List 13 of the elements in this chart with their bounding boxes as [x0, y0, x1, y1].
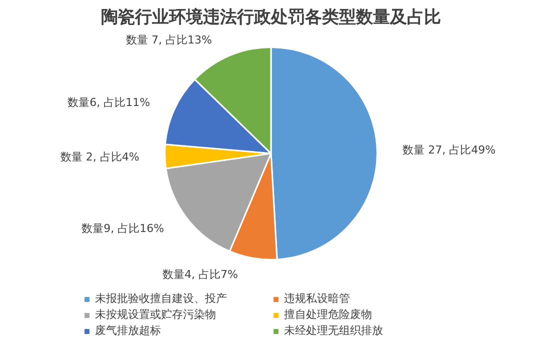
data-label: 数量4, 占比7%: [162, 268, 238, 282]
legend-label: 违规私设暗管: [284, 291, 351, 306]
data-label: 数量 27, 占比49%: [402, 143, 496, 156]
legend-label: 未经处理无组织排放: [284, 323, 384, 338]
legend-label: 未按规设置或贮存污染物: [95, 307, 217, 322]
data-label: 数量 7, 占比13%: [126, 34, 212, 47]
legend-label: 未报批验收擅自建设、投产: [95, 291, 228, 306]
legend-label: 废气排放超标: [95, 323, 162, 338]
data-label: 数量 2, 占比4%: [60, 150, 140, 164]
data-label: 数量6, 占比11%: [68, 96, 150, 109]
chart-title: 陶瓷行业环境违法行政处罚各类型数量及占比: [101, 8, 441, 28]
data-label: 数量9, 占比16%: [82, 222, 164, 236]
legend-label: 擅自处理危险废物: [284, 307, 373, 322]
